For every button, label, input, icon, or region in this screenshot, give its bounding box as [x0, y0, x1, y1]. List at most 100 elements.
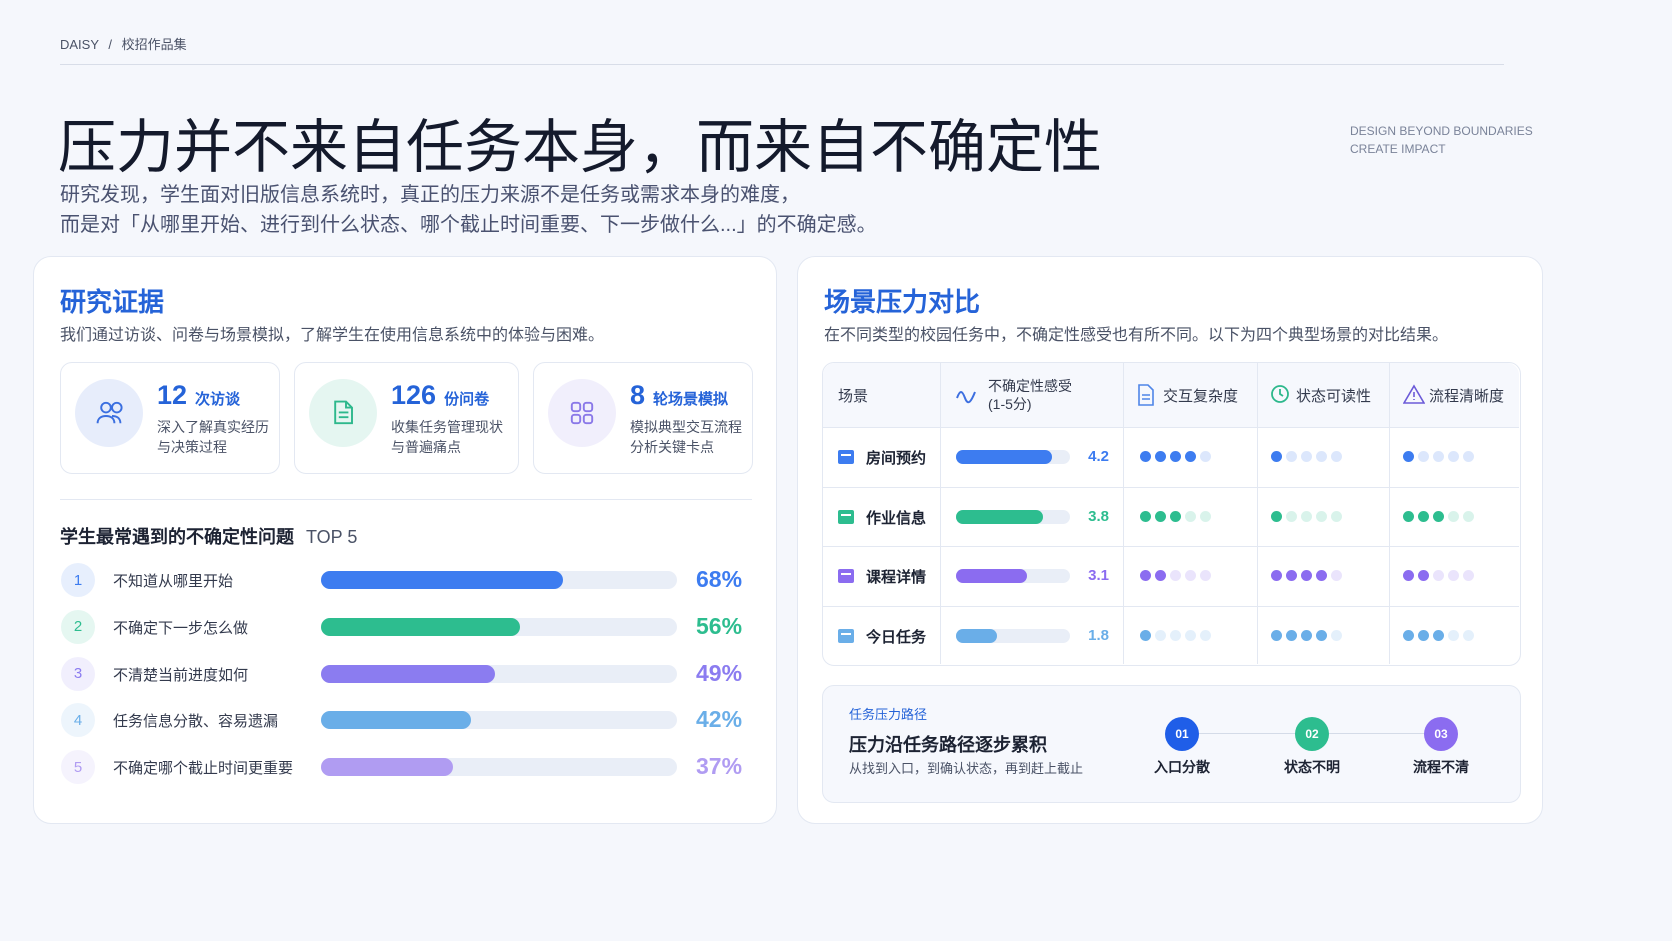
rating-dots — [1403, 451, 1474, 463]
rating-dot — [1185, 451, 1196, 462]
bar — [956, 450, 1052, 464]
stat-description: 与决策过程 — [157, 439, 227, 455]
stat-value: 12 — [157, 380, 188, 410]
rating-dot — [1463, 570, 1474, 582]
column-divider — [1257, 363, 1258, 664]
rating-dot — [1185, 510, 1196, 522]
rating-dot — [1155, 510, 1166, 522]
row-icon — [837, 627, 855, 650]
value-label: 3.8 — [1088, 507, 1109, 525]
rating-dot — [1316, 570, 1327, 582]
stat-icon — [548, 379, 616, 447]
bar — [956, 629, 998, 644]
stat-unit: 轮场景模拟 — [653, 391, 729, 408]
rating-dot — [1433, 570, 1444, 582]
rating-dots — [1271, 630, 1342, 642]
tagline-line: DESIGN BEYOND BOUNDARIES — [1350, 124, 1533, 138]
header-icon — [1270, 384, 1290, 409]
stat-description: 分析关键卡点 — [630, 439, 714, 455]
rating-dots — [1403, 570, 1474, 582]
tagline-line: CREATE IMPACT — [1350, 142, 1446, 156]
rating-dot — [1140, 630, 1151, 642]
rating-dot — [1200, 630, 1211, 642]
rating-dot — [1200, 570, 1211, 582]
header-cell: 交互复杂度 — [1163, 388, 1239, 405]
rating-dots — [1403, 510, 1474, 523]
divider — [60, 64, 1504, 65]
crumb-separator: / — [108, 37, 113, 52]
row-icon — [837, 448, 855, 471]
row-icon — [837, 567, 855, 590]
section-description: 在不同类型的校园任务中，不确定性感受也有所不同。以下为四个典型场景的对比结果。 — [824, 327, 1449, 344]
rating-dot — [1463, 630, 1474, 642]
step-label: 入口分散 — [1154, 759, 1210, 775]
rating-dot — [1170, 630, 1181, 642]
rating-dot — [1140, 451, 1151, 462]
stat-value: 126 — [391, 380, 437, 410]
path-title: 压力沿任务路径逐步累积 — [849, 735, 1047, 755]
top5-heading: 学生最常遇到的不确定性问题 — [60, 527, 294, 547]
rating-dot — [1301, 510, 1312, 522]
rating-dot — [1331, 630, 1342, 642]
top5-title: 学生最常遇到的不确定性问题 TOP 5 — [60, 523, 357, 549]
rating-dot — [1316, 630, 1327, 642]
rating-dot — [1403, 510, 1414, 522]
stat-headline: 8 轮场景模拟 — [630, 380, 728, 411]
scene-name: 房间预约 — [866, 450, 927, 467]
bar — [956, 509, 1043, 524]
icon — [334, 400, 353, 425]
value-label: 1.8 — [1088, 627, 1109, 645]
rating-dot — [1155, 630, 1166, 642]
page-title: 压力并不来自任务本身，而来自不确定性 — [58, 115, 1103, 180]
table-header — [823, 363, 1519, 427]
stat-description: 收集任务管理现状 — [391, 419, 503, 435]
bar — [321, 711, 471, 730]
issue-label: 不知道从哪里开始 — [113, 573, 234, 590]
stat-description: 模拟典型交互流程 — [630, 419, 742, 435]
rating-dot — [1448, 630, 1459, 642]
rank-badge: 2 — [61, 609, 95, 644]
rank-badge: 5 — [61, 750, 95, 785]
stat-unit: 份问卷 — [444, 391, 490, 408]
subtitle: 研究发现，学生面对旧版信息系统时，真正的压力来源不是任务或需求本身的难度， 而是… — [60, 180, 877, 240]
rank-badge: 4 — [61, 703, 95, 738]
icon — [96, 401, 123, 424]
column-divider — [1389, 363, 1390, 664]
rating-dot — [1185, 570, 1196, 582]
column-divider — [1123, 363, 1124, 664]
step-label: 流程不清 — [1413, 759, 1469, 775]
tagline: DESIGN BEYOND BOUNDARIES CREATE IMPACT — [1350, 122, 1533, 158]
evidence-card — [33, 256, 777, 824]
rating-dot — [1418, 451, 1429, 462]
row-divider — [823, 487, 1519, 488]
rating-dot — [1316, 510, 1327, 522]
crumb: 校招作品集 — [121, 37, 187, 52]
value-label: 56% — [696, 612, 743, 639]
rating-dot — [1286, 570, 1297, 582]
rating-dot — [1286, 630, 1297, 642]
rating-dots — [1140, 510, 1211, 523]
column-divider — [940, 363, 941, 664]
rating-dot — [1463, 451, 1474, 462]
issue-label: 不清楚当前进度如何 — [113, 666, 249, 684]
scene-name: 课程详情 — [866, 569, 927, 587]
bar — [321, 758, 453, 777]
value-label: 42% — [696, 706, 743, 733]
subtitle-line: 而是对「从哪里开始、进行到什么状态、哪个截止时间重要、下一步做什么...」的不确… — [60, 214, 877, 236]
rating-dot — [1433, 510, 1444, 522]
stat-headline: 126 份问卷 — [391, 380, 489, 411]
divider — [60, 499, 752, 500]
bar — [321, 571, 564, 589]
header-cell: 不确定性感受 — [988, 378, 1072, 394]
stat-icon — [75, 379, 143, 447]
rating-dot — [1170, 451, 1181, 462]
rating-dot — [1271, 510, 1282, 522]
row-divider — [823, 546, 1519, 547]
crumb: DAISY — [60, 37, 99, 52]
step-number: 02 — [1295, 717, 1329, 751]
step-number: 03 — [1424, 717, 1458, 751]
rating-dot — [1418, 570, 1429, 582]
stat-headline: 12 次访谈 — [157, 380, 240, 411]
rating-dot — [1200, 451, 1211, 462]
issue-label: 不确定哪个截止时间更重要 — [113, 760, 294, 778]
